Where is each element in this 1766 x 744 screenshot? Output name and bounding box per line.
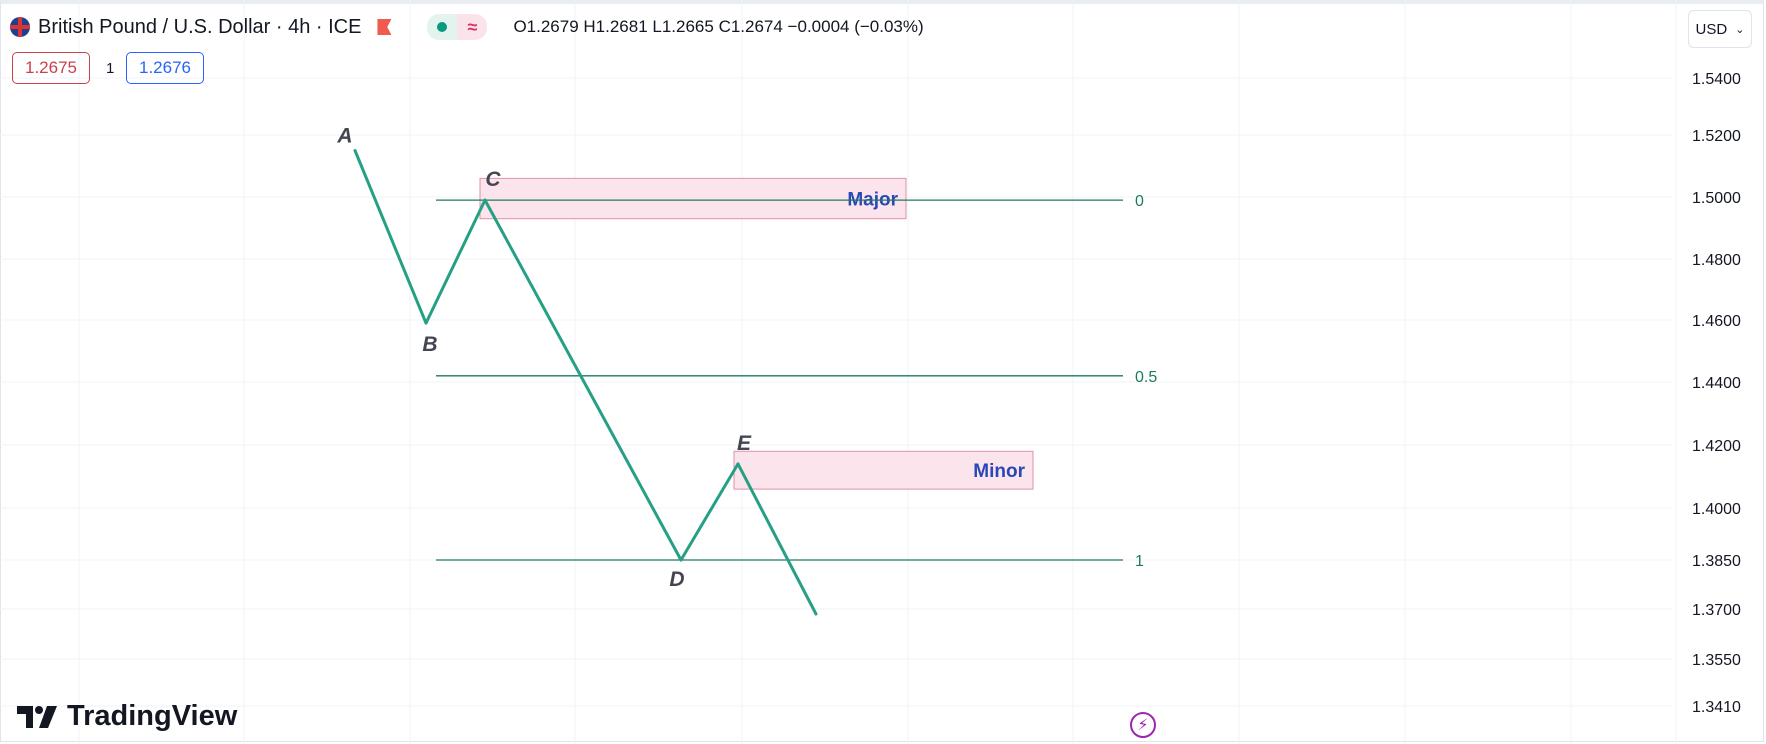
price-axis-label: 1.3700 [1692, 602, 1741, 619]
zigzag-segment [483, 198, 683, 562]
zone-label: Minor [973, 461, 1025, 482]
symbol-title[interactable]: British Pound / U.S. Dollar · 4h · ICE [38, 15, 362, 38]
lightning-icon[interactable]: ⚡ [1130, 712, 1156, 738]
wave-label-d: D [669, 568, 684, 591]
fib-level-label: 0 [1135, 193, 1144, 210]
wave-label-c: C [485, 168, 501, 191]
approx-icon: ≈ [457, 14, 488, 40]
market-status-pill[interactable]: ≈ [427, 14, 488, 40]
zigzag-segment [736, 462, 818, 616]
zigzag-segment [679, 462, 740, 562]
price-axis-label: 1.5000 [1692, 190, 1741, 207]
zone-box-major [479, 177, 907, 220]
price-axis-label: 1.5200 [1692, 128, 1741, 145]
price-axis-label: 1.4800 [1692, 252, 1741, 269]
buy-price-button[interactable]: 1.2676 [126, 52, 204, 84]
price-axis-label: 1.3550 [1692, 652, 1741, 669]
tradingview-logo[interactable]: TradingView [17, 700, 237, 733]
zone-box-minor [733, 450, 1034, 490]
flag-icon[interactable] [377, 19, 392, 35]
chart-header: British Pound / U.S. Dollar · 4h · ICE ≈… [10, 14, 924, 40]
wave-label-b: B [422, 333, 437, 356]
wave-label-e: E [737, 432, 752, 455]
gbp-usd-flag-icon [10, 17, 30, 37]
currency-label: USD [1695, 20, 1728, 38]
currency-select[interactable]: USD ⌄ [1688, 10, 1752, 48]
price-axis-label: 1.4400 [1692, 375, 1741, 392]
price-axis-label: 1.3410 [1692, 699, 1741, 716]
market-open-dot-icon [427, 14, 458, 40]
fib-level-label: 1 [1135, 553, 1144, 570]
sell-price-button[interactable]: 1.2675 [12, 52, 90, 84]
quantity[interactable]: 1 [106, 60, 115, 77]
logo-text: TradingView [67, 700, 238, 732]
price-axis-label: 1.4200 [1692, 438, 1741, 455]
chevron-down-icon: ⌄ [1735, 23, 1745, 36]
price-axis-label: 1.4000 [1692, 501, 1741, 518]
tradingview-logo-icon [17, 705, 57, 728]
price-axis-label: 1.5400 [1692, 71, 1741, 88]
wave-label-a: A [336, 125, 352, 148]
zigzag-segment [424, 198, 487, 325]
price-axis-label: 1.4600 [1692, 313, 1741, 330]
price-axis-label: 1.3850 [1692, 553, 1741, 570]
zigzag-segment [353, 149, 428, 325]
fib-level-label: 0.5 [1135, 369, 1157, 386]
ohlc-readout: O1.2679 H1.2681 L1.2665 C1.2674 −0.0004 … [513, 17, 924, 36]
